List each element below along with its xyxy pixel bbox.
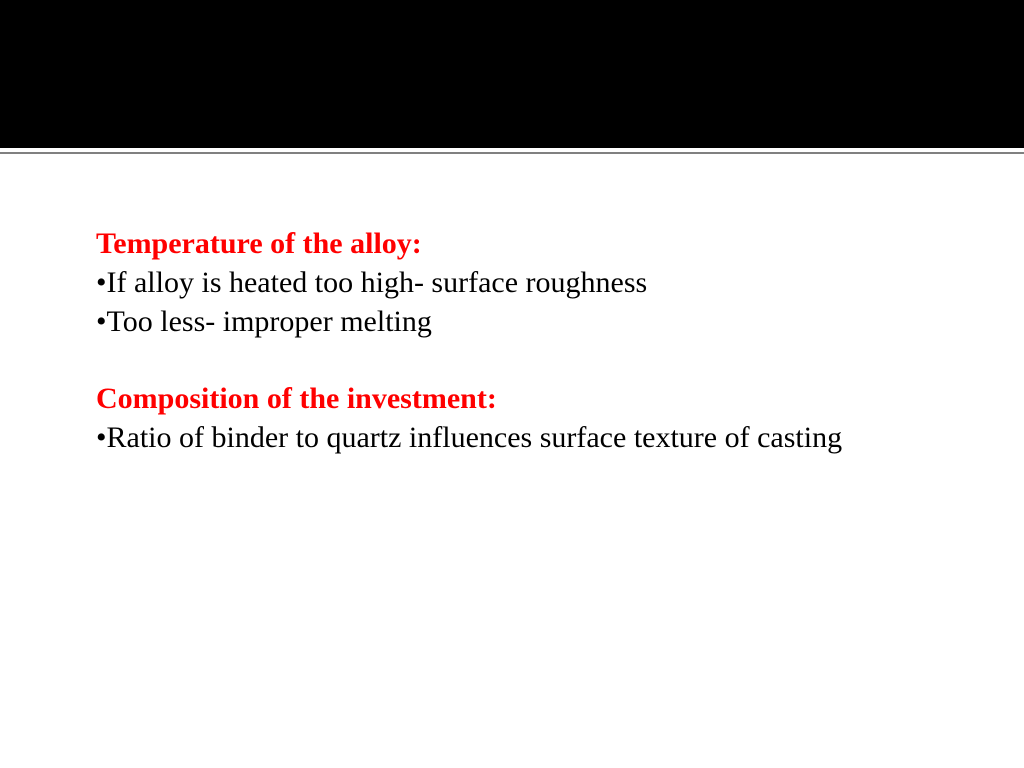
bullet-item: Ratio of binder to quartz influences sur… (96, 418, 954, 457)
bullet-item: If alloy is heated too high- surface rou… (96, 263, 954, 302)
section-gap (96, 341, 954, 379)
slide-content: Temperature of the alloy: If alloy is he… (0, 154, 1024, 457)
title-bar (0, 0, 1024, 148)
section-heading: Temperature of the alloy: (96, 224, 954, 263)
section-heading: Composition of the investment: (96, 379, 954, 418)
bullet-item: Too less- improper melting (96, 302, 954, 341)
